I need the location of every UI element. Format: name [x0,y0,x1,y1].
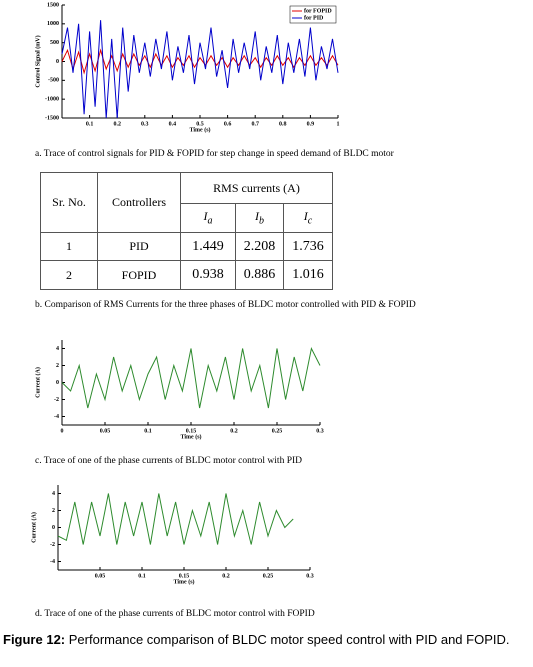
legend-label: for PID [304,15,324,21]
subheader-cell: Ic [283,203,333,233]
y-tick-label: -4 [50,559,55,565]
y-tick-label: 500 [50,40,59,46]
y-tick-label: 1000 [47,21,59,27]
header-cell: RMS currents (A) [180,172,333,204]
series-line [57,493,294,545]
symbol: I [203,209,208,224]
y-tick-label: -500 [48,78,59,84]
x-tick-label: 1 [337,121,340,127]
x-tick-label: 0.05 [100,428,111,434]
y-axis-label: Control Signal (mV) [34,35,41,87]
x-tick-label: 0.15 [179,573,190,579]
x-tick-label: 0.3 [306,573,314,579]
y-tick-label: 2 [52,508,55,514]
x-tick-label: 0.3 [141,121,149,127]
cell: 0.938 [180,260,236,290]
y-tick-label: 4 [52,491,55,497]
subheader-cell: Ib [235,203,284,233]
x-tick-label: 0.25 [272,428,283,434]
y-tick-label: 0 [56,59,59,65]
x-axis-label: Time (s) [180,433,201,440]
x-tick-label: 0.5 [196,121,204,127]
x-axis-label: Time (s) [189,126,210,133]
x-tick-label: 0.2 [113,121,121,127]
x-tick-label: 0.2 [230,428,238,434]
cell: FOPID [97,260,181,290]
caption: b. Comparison of RMS Currents for the th… [35,300,416,310]
subheader-cell: Ia [180,203,236,233]
rms-table: Sr. No. Controllers RMS currents (A) Ia … [40,172,333,290]
subscript: a [207,215,213,227]
x-tick-label: 0 [61,428,64,434]
cell: 1 [40,232,98,261]
caption: d. Trace of one of the phase currents of… [35,609,315,619]
x-tick-label: 0.1 [138,573,146,579]
x-tick-label: 0.2 [222,573,230,579]
y-tick-label: 1500 [47,2,59,8]
cell: 2.208 [235,232,284,261]
cell: 0.886 [235,260,284,290]
figure-label: Figure 12: [3,632,66,647]
y-tick-label: -2 [50,542,55,548]
y-tick-label: -1500 [45,115,59,121]
header-cell: Sr. No. [40,172,98,233]
figure-text: Performance comparison of BLDC motor spe… [68,632,510,647]
series-line [61,20,339,119]
x-tick-label: 0.05 [95,573,106,579]
x-tick-label: 0.4 [169,121,177,127]
legend-label: for FOPID [304,8,332,14]
cell: 1.449 [180,232,236,261]
y-tick-label: -4 [54,414,59,420]
legend-box [289,5,337,24]
symbol: I [255,209,259,224]
x-tick-label: 0.3 [316,428,324,434]
x-tick-label: 0.1 [86,121,94,127]
cell: PID [97,232,181,261]
figure-caption: Figure 12: Performance comparison of BLD… [3,632,533,648]
cell: 1.736 [283,232,333,261]
header-cell: Controllers [97,172,181,233]
x-tick-label: 0.8 [279,121,287,127]
x-tick-label: 0.1 [144,428,152,434]
series-line [61,346,321,409]
y-tick-label: 0 [52,525,55,531]
x-tick-label: 0.6 [224,121,232,127]
x-tick-label: 0.15 [186,428,197,434]
x-tick-label: 0.25 [263,573,274,579]
x-tick-label: 0.9 [307,121,315,127]
y-axis-label: Current (A) [30,512,37,543]
cell: 1.016 [283,260,333,290]
y-tick-label: 4 [56,346,59,352]
x-tick-label: 0.7 [251,121,259,127]
cell: 2 [40,260,98,290]
symbol: I [303,209,308,224]
y-tick-label: 2 [56,363,59,369]
caption: c. Trace of one of the phase currents of… [35,456,303,466]
caption: a. Trace of control signals for PID & FO… [35,149,394,159]
y-tick-label: -1000 [45,97,59,103]
y-tick-label: 0 [56,380,59,386]
subscript: c [307,215,313,227]
x-axis-label: Time (s) [173,578,194,585]
y-tick-label: -2 [54,397,59,403]
subscript: b [259,215,264,227]
y-axis-label: Current (A) [34,367,41,398]
